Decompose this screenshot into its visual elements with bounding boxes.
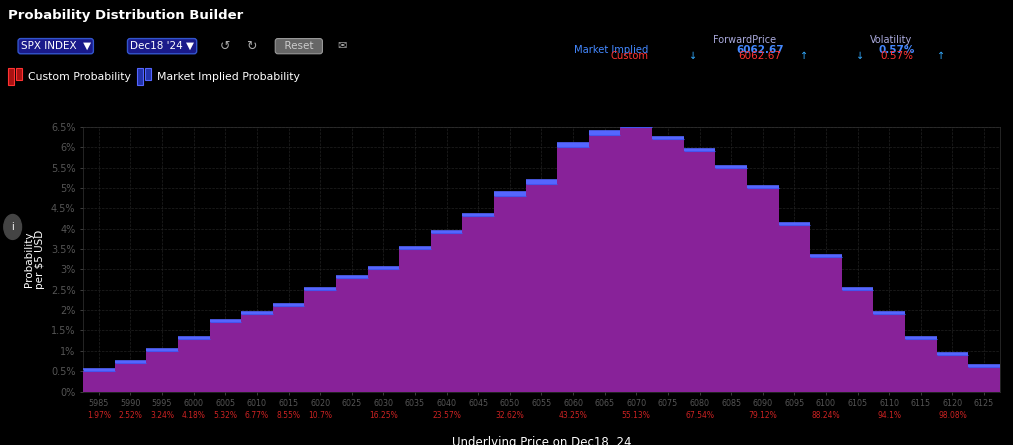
Text: ↑: ↑ [937, 51, 945, 61]
Text: ↓: ↓ [856, 51, 864, 61]
Text: 43.25%: 43.25% [558, 411, 588, 420]
Text: Custom: Custom [610, 51, 648, 61]
Text: 79.12%: 79.12% [749, 411, 777, 420]
Text: 2.52%: 2.52% [119, 411, 143, 420]
Text: 1.97%: 1.97% [87, 411, 110, 420]
Text: ↺: ↺ [220, 40, 230, 53]
Text: 16.25%: 16.25% [369, 411, 398, 420]
Text: 0.57%: 0.57% [880, 51, 913, 61]
Y-axis label: Probability
per $5 USD: Probability per $5 USD [23, 230, 46, 289]
Text: ✉: ✉ [337, 41, 347, 51]
Text: Reset: Reset [278, 41, 320, 51]
Text: 88.24%: 88.24% [811, 411, 840, 420]
Text: 32.62%: 32.62% [495, 411, 524, 420]
Text: 4.18%: 4.18% [181, 411, 206, 420]
Text: 6062.67: 6062.67 [738, 51, 781, 61]
Bar [8, 68, 14, 85]
Text: 5.32%: 5.32% [214, 411, 237, 420]
Text: 23.57%: 23.57% [433, 411, 461, 420]
X-axis label: Underlying Price on Dec18 ․24: Underlying Price on Dec18 ․24 [452, 436, 631, 445]
Bar [145, 68, 151, 81]
Text: 6.77%: 6.77% [245, 411, 269, 420]
Bar [16, 68, 22, 81]
Text: 6062.67: 6062.67 [735, 44, 784, 54]
Text: SPX INDEX  ▼: SPX INDEX ▼ [20, 41, 91, 51]
Text: 0.57%: 0.57% [878, 44, 915, 54]
Text: 94.1%: 94.1% [877, 411, 902, 420]
Text: 10.7%: 10.7% [308, 411, 332, 420]
Text: ↓: ↓ [689, 51, 697, 61]
Text: i: i [11, 222, 14, 232]
Circle shape [4, 214, 21, 239]
Text: Custom Probability: Custom Probability [28, 72, 132, 82]
Text: Dec18 '24 ▼: Dec18 '24 ▼ [130, 41, 194, 51]
Text: Probability Distribution Builder: Probability Distribution Builder [8, 9, 243, 22]
Text: ForwardPrice: ForwardPrice [713, 35, 776, 45]
Text: 3.24%: 3.24% [150, 411, 174, 420]
Text: Market Implied: Market Implied [574, 44, 648, 54]
Text: Volatility: Volatility [870, 35, 913, 45]
Text: 55.13%: 55.13% [622, 411, 650, 420]
Text: Market Implied Probability: Market Implied Probability [157, 72, 300, 82]
Text: ↑: ↑ [800, 51, 808, 61]
Text: 98.08%: 98.08% [938, 411, 966, 420]
Text: 8.55%: 8.55% [277, 411, 301, 420]
Bar [137, 68, 143, 85]
Text: ↻: ↻ [246, 40, 256, 53]
Text: 67.54%: 67.54% [685, 411, 714, 420]
